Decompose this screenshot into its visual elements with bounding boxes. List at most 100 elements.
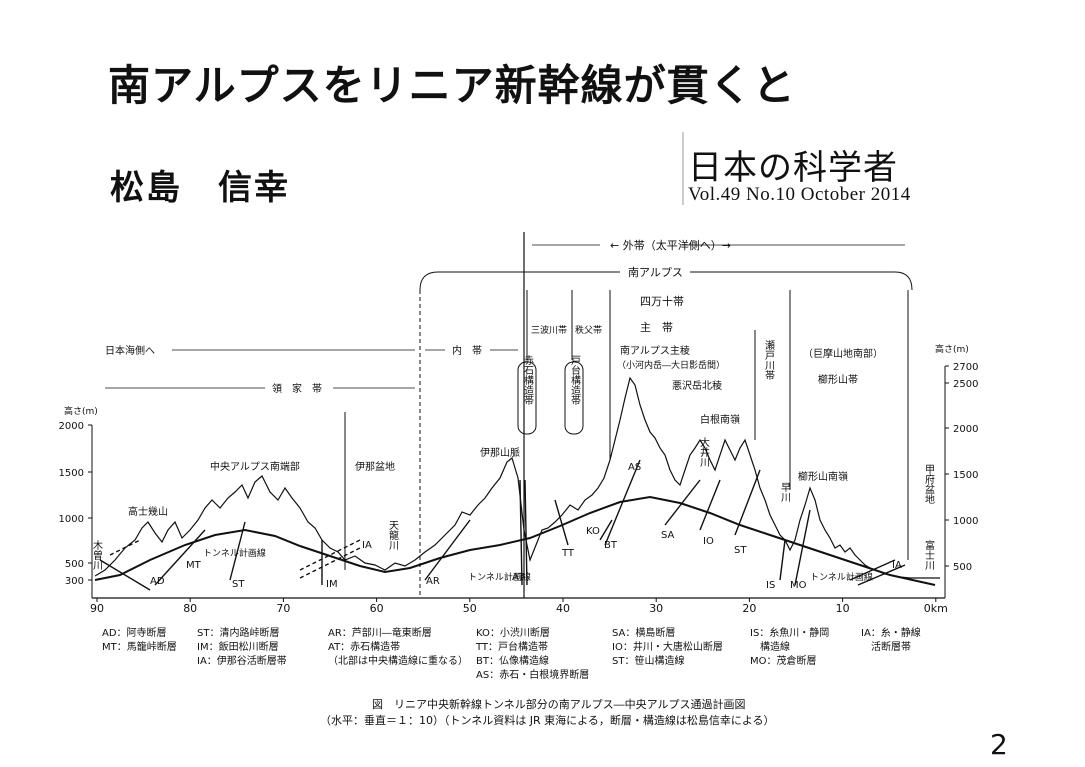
tunnel-plan-line [94,495,936,586]
legend-entry: MO：茂倉断層 [750,654,817,667]
sea-of-japan-label: 日本海側へ [105,344,155,357]
akaishi-zone-box [517,361,537,435]
kiso-label: 木曽川 [91,540,103,570]
fault-code-sa: SA [661,530,675,541]
fault-code-st: ST [734,545,747,556]
legend-entry: TT：戸台構造帯 [475,640,548,653]
right-tick-label: 2000 [953,424,978,435]
main-ridge-sub-label: （小河内岳―大日影岳間） [617,359,725,371]
south-alps-bracket [419,271,913,291]
x-tick-label: 20 [742,602,756,615]
legend-entry: 活断層帯 [861,640,911,653]
central-alps-label: 中央アルプス南端部 [210,460,300,473]
right-tick-label: 2500 [953,379,978,390]
hayakawa-label: 早川 [779,482,791,502]
fault-code-labels: AD MT ST IM IA AR AT TT KO BT AS SA IO ST IS MO IA [150,462,902,591]
shimanto-label: 四万十帯 [640,294,684,308]
legend-entry: AR：芦部川―竜東断層 [328,626,432,639]
fault-code-st: ST [232,579,245,590]
fuji-river-label: 富士川 [923,539,935,570]
legend-entry: （北部は中央構造線に重なる） [328,654,468,667]
right-tick-label: 1000 [953,516,978,527]
fault-code-ko: KO [586,526,600,537]
zone-boundary-lines [344,290,909,598]
legend-entry: KO：小渋川断層 [476,626,550,639]
fault-code-im: IM [326,579,338,590]
left-tick-label: 1500 [59,468,84,479]
height-label-right: 高さ(m) [935,343,969,355]
akaishi-zone-label: 赤石構造帯 [522,355,534,405]
legend-entry: BT：仏像構造線 [476,654,549,667]
tunnel-right-label: トンネル計画線 [810,571,873,583]
right-tick-label: 1500 [953,470,978,481]
tunnel-left-label: トンネル計画線 [203,547,266,559]
fault-code-ia: IA [362,540,372,551]
legend-entry: 構造線 [750,640,790,653]
todai-zone-box [564,361,584,435]
x-axis-ticks: 90 80 70 60 50 40 30 20 10 0km [90,598,948,615]
fault-code-bt: BT [604,540,618,551]
left-tick-label: 300 [65,576,84,587]
inner-belt-label: 内 帯 [452,344,482,357]
legend-entry: AD：阿寺断層 [102,626,167,639]
legend-entry: IA：糸・静線 [861,626,921,639]
right-axis-ticks: 2700 2500 2000 1500 1000 500 [945,362,978,573]
tenryu-label: 天龍川 [387,520,399,550]
x-tick-label: 60 [370,602,384,615]
figure-caption-line1: 図 リニア中央新幹線トンネル部分の南アルプス―中央アルプス通過計画図 [372,697,746,711]
ina-range-label: 伊那山脈 [480,446,520,459]
slide-title: 南アルプスをリニア新幹線が貫くと [108,61,796,110]
x-tick-label: 10 [836,602,850,615]
author-name: 松島 信幸 [110,168,290,208]
legend-entry: IM：飯田松川断層 [197,640,279,653]
x-tick-label: 70 [276,602,290,615]
sanbagawa-label: 三波川帯 [531,324,567,336]
fault-code-as: AS [628,462,641,473]
fault-code-ia: IA [892,560,902,571]
todai-zone-label: 戸台構造帯 [569,355,581,405]
figure-caption-line2: （水平：垂直＝１：10）（トンネル資料は JR 東海による，断層・構造線は松島信… [320,713,775,727]
legend-entry: AT：赤石構造帯 [328,640,400,653]
journal-volume: Vol.49 No.10 October 2014 [688,184,911,205]
fault-lines [99,459,906,591]
left-tick-label: 500 [65,559,84,570]
legend-entry: ST：清内路峠断層 [197,626,279,639]
x-tick-label: 80 [183,602,197,615]
komagatake-south-label: （巨摩山地南部） [803,347,883,360]
outer-belt-label: ← 外帯（太平洋側へ）→ [610,238,731,252]
right-tick-label: 500 [953,562,972,573]
south-alps-label: 南アルプス [628,266,683,279]
fault-code-at: AT [512,572,525,583]
ryoke-label: 領 家 帯 [272,382,322,395]
legend-entry: AS：赤石・白根境界断層 [476,668,589,681]
surface-profile [94,376,940,579]
main-ridge-label: 南アルプス主稜 [620,344,690,357]
x-tick-label: 30 [649,602,663,615]
legend-entry: IA：伊那谷活断層帯 [197,654,287,667]
chichibu-label: 秩父帯 [575,324,602,336]
fault-code-ad: AD [150,576,165,587]
left-axis-ticks: 2000 1500 1000 500 300 [59,421,92,587]
legend-entry: IO：井川・大唐松山断層 [612,640,723,653]
left-tick-label: 1000 [59,514,84,525]
ina-basin-label: 伊那盆地 [355,460,395,473]
shiranenan-label: 白根南嶺 [700,413,740,426]
takashi-label: 高士幾山 [128,505,168,518]
page-number: 2 [990,728,1008,761]
height-label-left: 高さ(m) [64,405,98,417]
fault-code-mt: MT [186,560,202,571]
tunnel-mid-label: トンネル計画線 [468,571,531,583]
legend-entry: IS：糸魚川・静岡 [750,626,829,639]
x-tick-label: 0km [924,602,948,615]
fault-code-io: IO [703,536,714,547]
kushigata-belt-label: 櫛形山帯 [818,373,858,386]
oi-river-label: 大井川 [698,436,710,467]
legend-entry: ST：笹山構造線 [612,654,684,667]
setogawa-label: 瀬戸川帯 [763,340,775,380]
x-tick-label: 50 [463,602,477,615]
legend-entry: MT：馬籠峠断層 [102,640,177,653]
right-tick-label: 2700 [953,362,978,373]
x-tick-label: 90 [90,602,104,615]
